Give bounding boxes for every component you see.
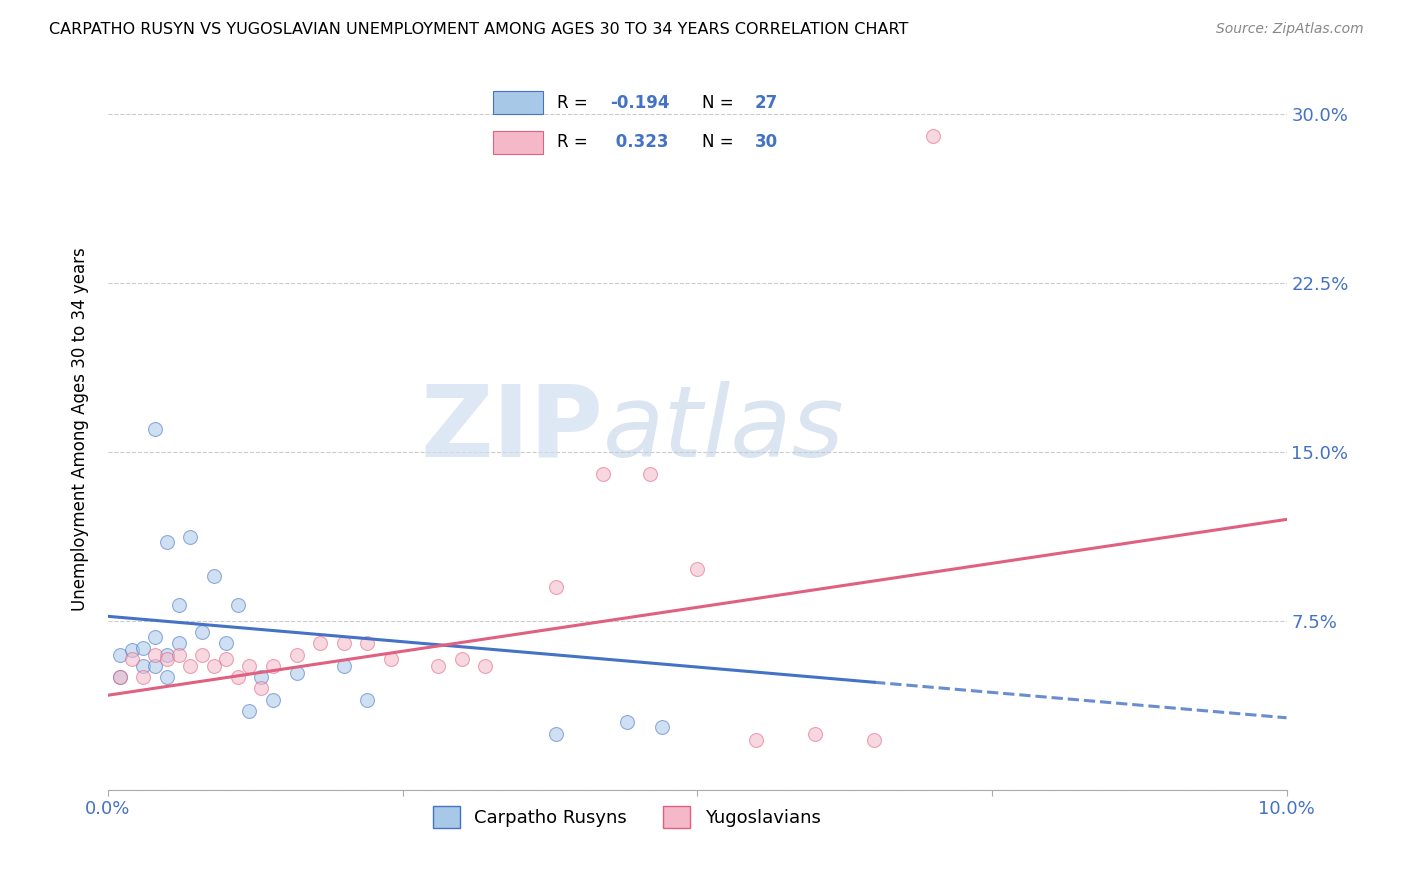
Point	[804, 726, 827, 740]
Point	[686, 562, 709, 576]
Point	[285, 648, 308, 662]
Point	[238, 704, 260, 718]
Point	[132, 659, 155, 673]
Point	[544, 726, 567, 740]
Point	[132, 670, 155, 684]
Point	[262, 692, 284, 706]
Text: Source: ZipAtlas.com: Source: ZipAtlas.com	[1216, 22, 1364, 37]
Text: CARPATHO RUSYN VS YUGOSLAVIAN UNEMPLOYMENT AMONG AGES 30 TO 34 YEARS CORRELATION: CARPATHO RUSYN VS YUGOSLAVIAN UNEMPLOYME…	[49, 22, 908, 37]
Text: ZIP: ZIP	[420, 381, 603, 478]
Point	[167, 636, 190, 650]
Point	[427, 659, 450, 673]
Point	[380, 652, 402, 666]
Point	[309, 636, 332, 650]
Point	[332, 659, 354, 673]
Text: atlas: atlas	[603, 381, 845, 478]
Point	[179, 659, 201, 673]
Point	[238, 659, 260, 673]
Point	[156, 652, 179, 666]
Y-axis label: Unemployment Among Ages 30 to 34 years: Unemployment Among Ages 30 to 34 years	[72, 247, 89, 611]
Point	[191, 625, 214, 640]
Point	[262, 659, 284, 673]
Point	[250, 670, 273, 684]
Point	[143, 422, 166, 436]
Point	[922, 129, 945, 144]
Point	[863, 733, 886, 747]
Point	[156, 535, 179, 549]
Point	[638, 467, 661, 482]
Point	[143, 648, 166, 662]
Point	[108, 670, 131, 684]
Point	[121, 652, 143, 666]
Point	[544, 580, 567, 594]
Point	[156, 670, 179, 684]
Point	[226, 598, 249, 612]
Point	[332, 636, 354, 650]
Point	[143, 659, 166, 673]
Point	[356, 692, 378, 706]
Point	[356, 636, 378, 650]
Point	[132, 640, 155, 655]
Point	[450, 652, 472, 666]
Point	[215, 652, 238, 666]
Point	[474, 659, 496, 673]
Point	[202, 568, 225, 582]
Point	[156, 648, 179, 662]
Point	[167, 598, 190, 612]
Legend: Carpatho Rusyns, Yugoslavians: Carpatho Rusyns, Yugoslavians	[426, 798, 828, 835]
Point	[745, 733, 768, 747]
Point	[143, 630, 166, 644]
Point	[215, 636, 238, 650]
Point	[651, 720, 673, 734]
Point	[179, 530, 201, 544]
Point	[108, 648, 131, 662]
Point	[121, 643, 143, 657]
Point	[250, 681, 273, 696]
Point	[202, 659, 225, 673]
Point	[191, 648, 214, 662]
Point	[108, 670, 131, 684]
Point	[592, 467, 614, 482]
Point	[226, 670, 249, 684]
Point	[285, 665, 308, 680]
Point	[616, 715, 638, 730]
Point	[167, 648, 190, 662]
